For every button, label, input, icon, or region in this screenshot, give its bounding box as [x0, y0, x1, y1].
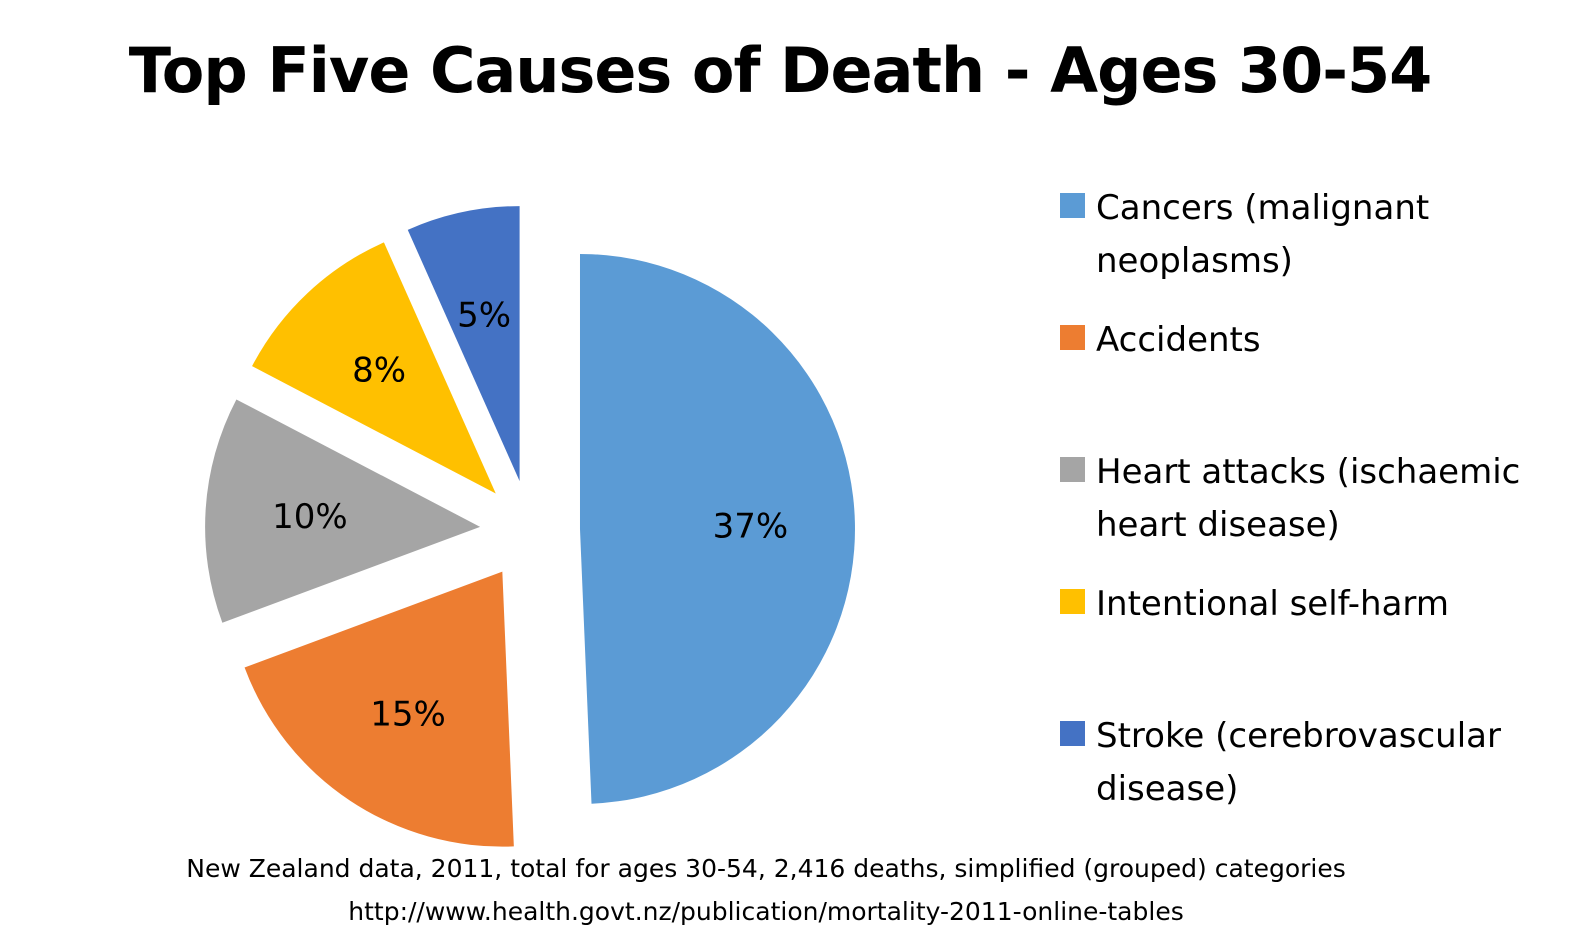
- chart-legend: Cancers (malignant neoplasms) Accidents He…: [1060, 0, 1580, 946]
- legend-swatch: [1060, 193, 1085, 218]
- legend-label: Cancers (malignant neoplasms): [1096, 188, 1430, 281]
- pie-slice-accidents: [244, 571, 514, 847]
- footnote-source: New Zealand data, 2011, total for ages 3…: [186, 854, 1346, 883]
- chart-footnote: New Zealand data, 2011, total for ages 3…: [0, 847, 1532, 933]
- pie-label-cancers: 37%: [713, 506, 789, 546]
- legend-swatch: [1060, 325, 1085, 350]
- pie-slice-cancers: [579, 253, 855, 804]
- legend-label: Heart attacks (ischaemic heart disease): [1096, 452, 1521, 545]
- pie-label-self-harm: 8%: [352, 350, 406, 390]
- pie-label-heart-attacks: 10%: [272, 497, 348, 537]
- pie-slice-self-harm: [252, 242, 496, 494]
- chart-title: Top Five Causes of Death - Ages 30-54: [128, 34, 1433, 107]
- pie-slice-stroke: [407, 206, 520, 482]
- legend-swatch: [1060, 589, 1085, 614]
- pie-label-accidents: 15%: [370, 695, 446, 735]
- pie-slice-heart-attacks: [205, 399, 481, 623]
- legend-swatch: [1060, 721, 1085, 746]
- footnote-url: http://www.health.govt.nz/publication/mo…: [348, 897, 1184, 926]
- legend-swatch: [1060, 457, 1085, 482]
- pie-chart: 37% 15% 10% 8% 5%: [205, 206, 855, 847]
- legend-label: Stroke (cerebrovascular disease): [1096, 716, 1501, 809]
- pie-label-stroke: 5%: [457, 295, 511, 335]
- legend-label: Accidents: [1096, 320, 1261, 360]
- legend-label: Intentional self-harm: [1096, 584, 1449, 624]
